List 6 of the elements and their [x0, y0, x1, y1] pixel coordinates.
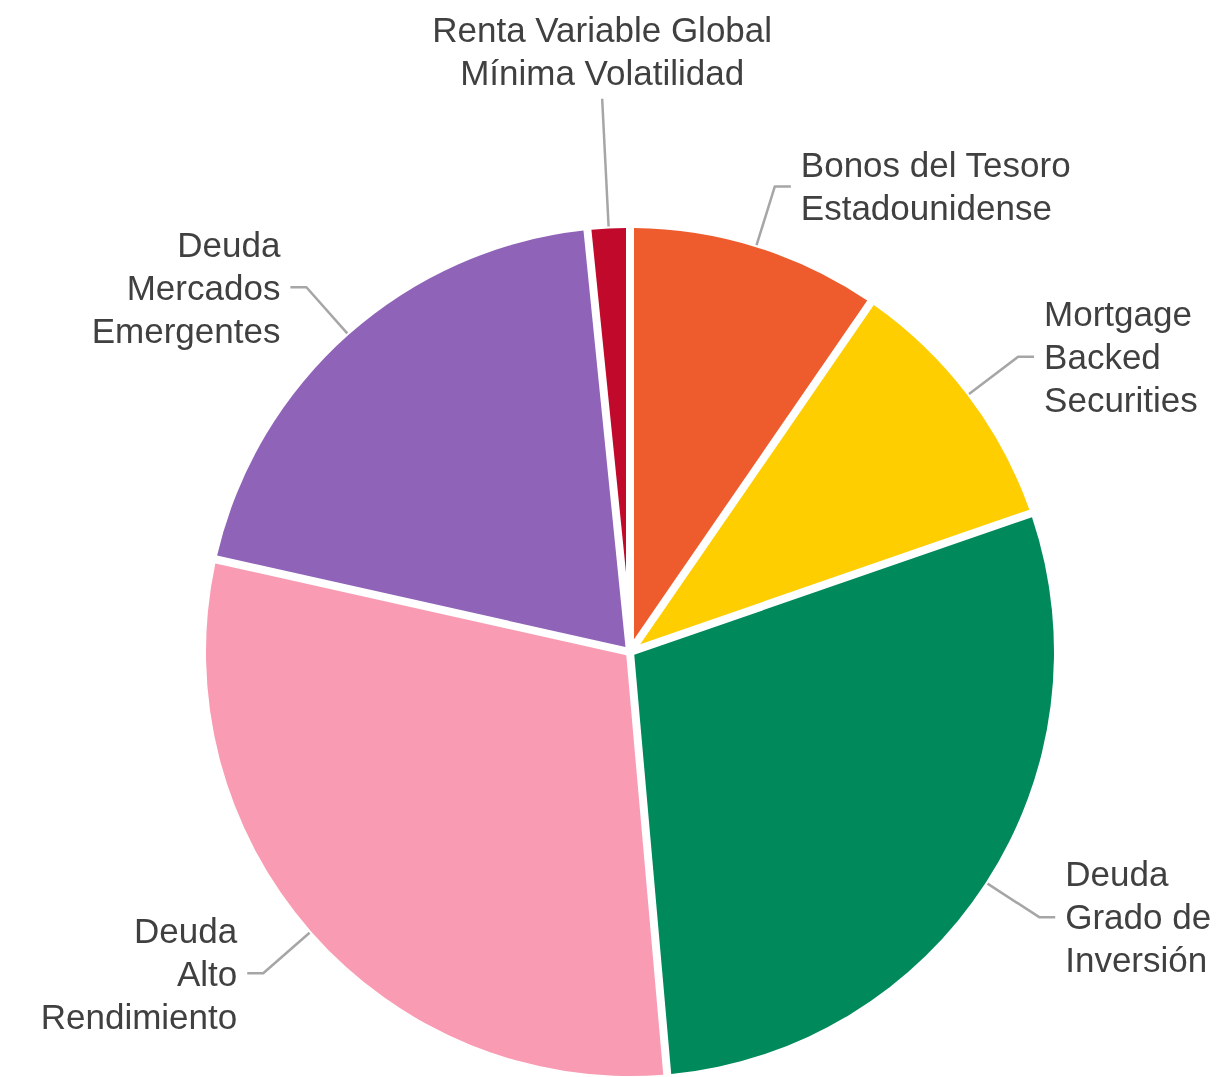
slice-label: Bonos del Tesoro Estadounidense [800, 145, 1071, 228]
slice-label: Deuda Grado de Inversión [1065, 854, 1212, 980]
slice-label: Deuda Mercados Emergentes [91, 224, 281, 350]
slice-label: Deuda Alto Rendimiento [40, 910, 238, 1036]
slice-label: Renta Variable Global Mínima Volatilidad [432, 9, 773, 92]
slice-label: Mortgage Backed Securities [1044, 294, 1198, 420]
